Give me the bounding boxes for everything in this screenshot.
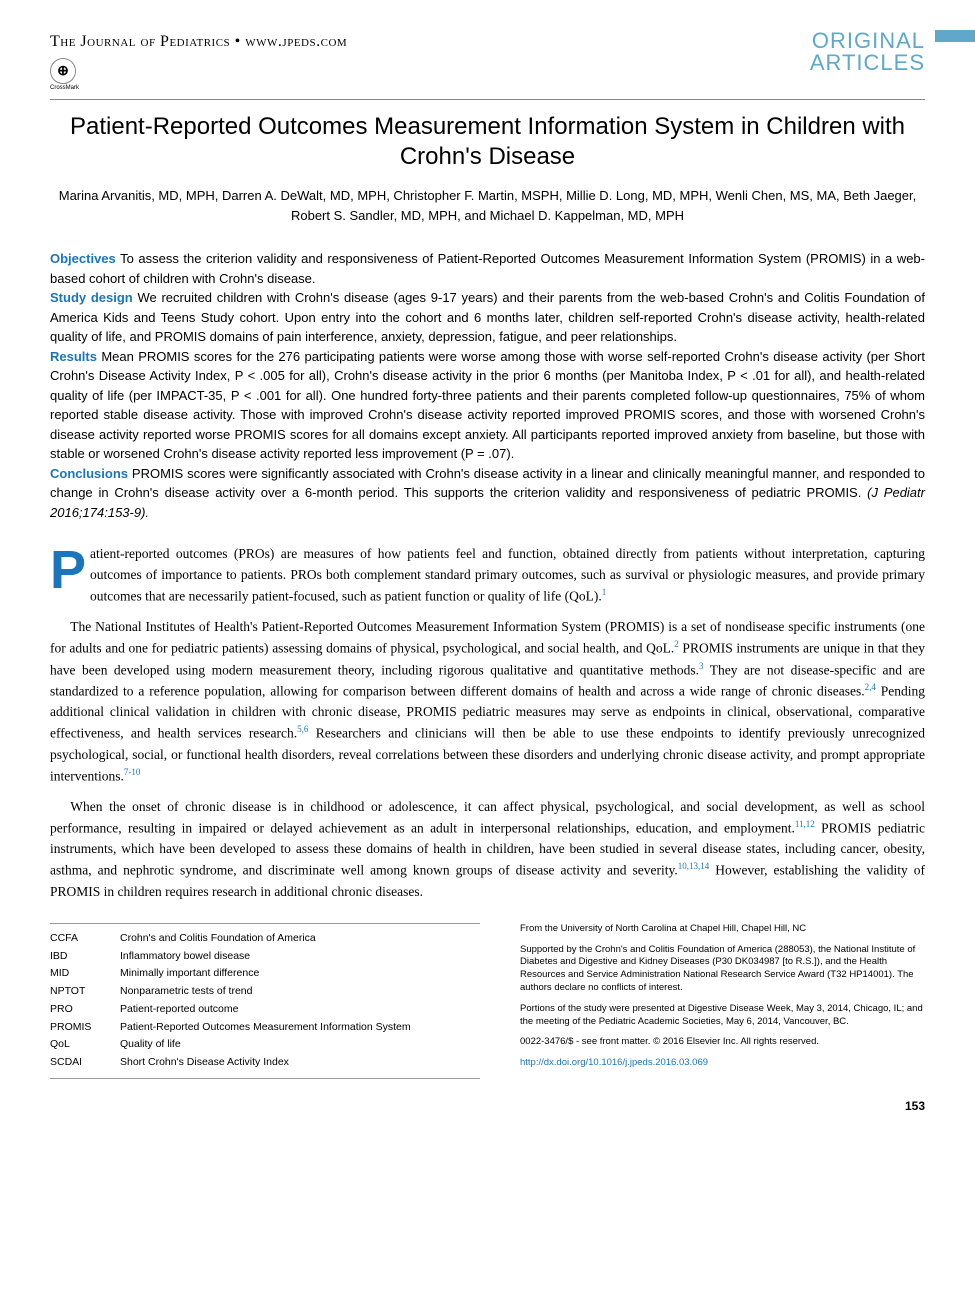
crossmark-icon[interactable]: ⊕	[50, 58, 76, 84]
ref-1112[interactable]: 11,12	[795, 819, 815, 829]
affiliation: From the University of North Carolina at…	[520, 923, 925, 936]
journal-block: The Journal of Pediatrics • www.jpeds.co…	[50, 30, 347, 93]
page-number: 153	[50, 1097, 925, 1115]
bottom-columns: CCFACrohn's and Colitis Foundation of Am…	[50, 923, 925, 1079]
badge-line-2: ARTICLES	[810, 52, 925, 74]
abbrev-val: Minimally important difference	[120, 966, 480, 982]
p1-text: atient-reported outcomes (PROs) are meas…	[90, 546, 925, 603]
copyright: 0022-3476/$ - see front matter. © 2016 E…	[520, 1036, 925, 1049]
results-text: Mean PROMIS scores for the 276 participa…	[50, 349, 925, 462]
abbrev-row: QoLQuality of life	[50, 1036, 480, 1054]
paragraph-3: When the onset of chronic disease is in …	[50, 797, 925, 903]
abbreviations-table: CCFACrohn's and Colitis Foundation of Am…	[50, 923, 480, 1079]
abbrev-val: Crohn's and Colitis Foundation of Americ…	[120, 931, 480, 947]
abbrev-key: PROMIS	[50, 1020, 120, 1036]
drop-cap: P	[50, 544, 90, 592]
journal-name: The Journal of Pediatrics • www.jpeds.co…	[50, 30, 347, 54]
abbrev-key: PRO	[50, 1002, 120, 1018]
abstract: Objectives To assess the criterion valid…	[50, 249, 925, 522]
abbrev-val: Patient-reported outcome	[120, 1002, 480, 1018]
conclusions-label: Conclusions	[50, 466, 128, 481]
ref-56[interactable]: 5,6	[297, 724, 308, 734]
crossmark-label: CrossMark	[50, 84, 76, 93]
abstract-conclusions: Conclusions PROMIS scores were significa…	[50, 464, 925, 523]
badge-line-1: ORIGINAL	[810, 30, 925, 52]
ref-1[interactable]: 1	[602, 587, 607, 597]
funding: Supported by the Crohn's and Colitis Fou…	[520, 944, 925, 995]
abbrev-val: Inflammatory bowel disease	[120, 949, 480, 965]
header-bar: The Journal of Pediatrics • www.jpeds.co…	[50, 30, 925, 100]
abstract-study-design: Study design We recruited children with …	[50, 288, 925, 347]
results-label: Results	[50, 349, 97, 364]
abbrev-row: MIDMinimally important difference	[50, 965, 480, 983]
presentation: Portions of the study were presented at …	[520, 1003, 925, 1029]
p3a: When the onset of chronic disease is in …	[50, 799, 925, 835]
abbrev-row: NPTOTNonparametric tests of trend	[50, 983, 480, 1001]
abbrev-key: IBD	[50, 949, 120, 965]
abbrev-row: PROPatient-reported outcome	[50, 1001, 480, 1019]
authors: Marina Arvanitis, MD, MPH, Darren A. DeW…	[50, 186, 925, 225]
abbrev-key: SCDAI	[50, 1055, 120, 1071]
abstract-objectives: Objectives To assess the criterion valid…	[50, 249, 925, 288]
footnotes: From the University of North Carolina at…	[520, 923, 925, 1078]
abbrev-row: SCDAIShort Crohn's Disease Activity Inde…	[50, 1054, 480, 1072]
abbrev-row: PROMISPatient-Reported Outcomes Measurem…	[50, 1019, 480, 1037]
article-type-badge: ORIGINAL ARTICLES	[810, 30, 925, 74]
abbrev-key: QoL	[50, 1037, 120, 1053]
article-title: Patient-Reported Outcomes Measurement In…	[50, 112, 925, 172]
paragraph-2: The National Institutes of Health's Pati…	[50, 617, 925, 787]
abbrev-row: CCFACrohn's and Colitis Foundation of Am…	[50, 930, 480, 948]
abbrev-val: Short Crohn's Disease Activity Index	[120, 1055, 480, 1071]
abstract-results: Results Mean PROMIS scores for the 276 p…	[50, 347, 925, 464]
abbrev-val: Nonparametric tests of trend	[120, 984, 480, 1000]
abbrev-val: Patient-Reported Outcomes Measurement In…	[120, 1020, 480, 1036]
ref-710[interactable]: 7-10	[124, 767, 141, 777]
abbrev-row: IBDInflammatory bowel disease	[50, 948, 480, 966]
study-label: Study design	[50, 290, 133, 305]
doi-link[interactable]: http://dx.doi.org/10.1016/j.jpeds.2016.0…	[520, 1057, 925, 1070]
abbrev-key: CCFA	[50, 931, 120, 947]
ref-101314[interactable]: 10,13,14	[678, 861, 710, 871]
ref-24[interactable]: 2,4	[865, 682, 876, 692]
study-text: We recruited children with Crohn's disea…	[50, 290, 925, 344]
objectives-label: Objectives	[50, 251, 116, 266]
paragraph-1: Patient-reported outcomes (PROs) are mea…	[50, 544, 925, 607]
abbrev-key: NPTOT	[50, 984, 120, 1000]
abbrev-val: Quality of life	[120, 1037, 480, 1053]
abbrev-key: MID	[50, 966, 120, 982]
objectives-text: To assess the criterion validity and res…	[50, 251, 925, 286]
conclusions-text: PROMIS scores were significantly associa…	[50, 466, 925, 501]
